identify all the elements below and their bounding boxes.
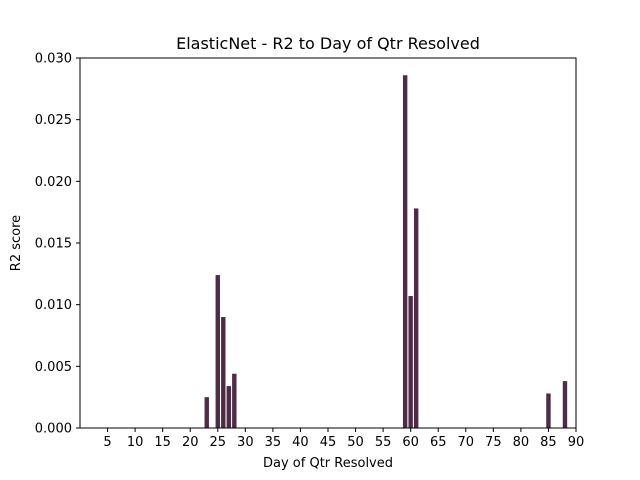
chart-title: ElasticNet - R2 to Day of Qtr Resolved <box>176 34 480 53</box>
y-tick-label: 0.005 <box>35 360 72 375</box>
x-tick-label: 30 <box>237 435 254 450</box>
bar-day-60 <box>408 296 413 428</box>
x-tick-label: 90 <box>568 435 585 450</box>
x-tick-label: 20 <box>182 435 199 450</box>
bar-day-28 <box>232 373 237 428</box>
x-tick-label: 55 <box>375 435 392 450</box>
y-tick-label: 0.010 <box>35 298 72 313</box>
x-axis-ticks: 5 10 15 20 25 30 35 40 45 50 55 60 65 70 75 80 85 90 <box>103 428 584 450</box>
plot-area-frame <box>79 57 577 429</box>
x-tick-label: 45 <box>320 435 337 450</box>
y-axis-label: R2 score <box>9 215 24 271</box>
y-tick-label: 0.025 <box>35 113 72 128</box>
x-tick-label: 40 <box>292 435 309 450</box>
y-tick-label: 0.030 <box>35 52 72 67</box>
bar-day-26 <box>221 317 226 428</box>
x-tick-label: 75 <box>485 435 502 450</box>
x-tick-label: 5 <box>103 435 111 450</box>
bar-day-61 <box>413 208 419 428</box>
x-tick-label: 25 <box>210 435 227 450</box>
x-tick-label: 15 <box>154 435 171 450</box>
bar-day-23 <box>204 397 209 428</box>
bars-layer <box>204 75 568 429</box>
x-tick-label: 50 <box>347 435 364 450</box>
x-tick-label: 60 <box>402 435 419 450</box>
x-tick-label: 80 <box>513 435 530 450</box>
y-tick-label: 0.015 <box>35 237 72 252</box>
x-tick-label: 70 <box>458 435 475 450</box>
y-axis-ticks: 0.000 0.005 0.010 0.015 0.020 0.025 0.030 <box>35 52 80 437</box>
bar-day-85 <box>546 393 551 428</box>
x-tick-label: 35 <box>265 435 282 450</box>
bar-day-27 <box>226 386 232 428</box>
bar-day-25 <box>215 275 220 428</box>
x-tick-label: 10 <box>127 435 144 450</box>
x-axis-label: Day of Qtr Resolved <box>263 456 393 471</box>
y-tick-label: 0.000 <box>35 422 72 437</box>
y-tick-label: 0.020 <box>35 175 72 190</box>
x-tick-label: 65 <box>430 435 447 450</box>
x-tick-label: 85 <box>540 435 557 450</box>
bar-day-88 <box>562 381 568 428</box>
bar-day-59 <box>402 75 408 429</box>
